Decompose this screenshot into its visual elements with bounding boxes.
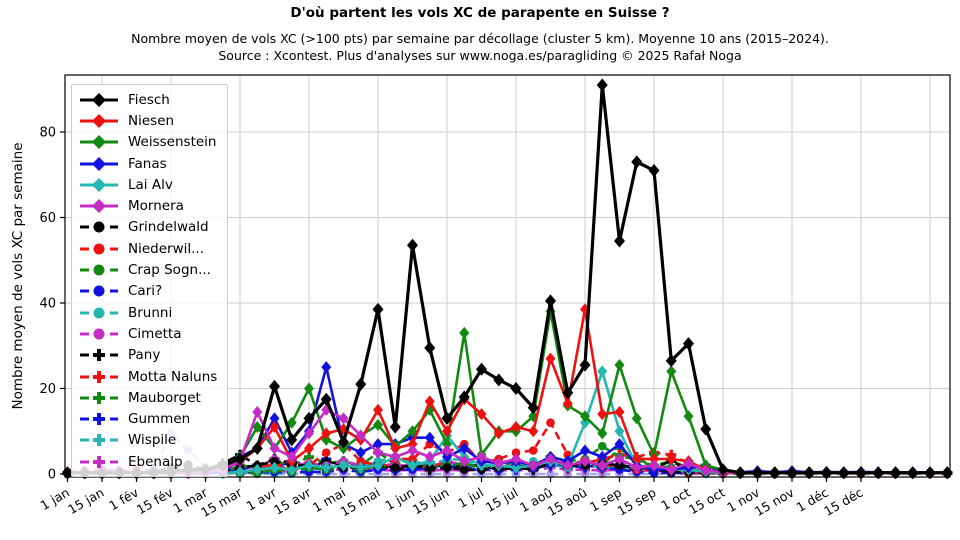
legend-item-mornera: Mornera xyxy=(79,195,217,216)
chart-legend: Fiesch Niesen Weissenstein Fanas Lai Alv Morn… xyxy=(71,84,229,478)
svg-text:15 avr: 15 avr xyxy=(271,484,314,517)
legend-item-motta-naluns: Motta Naluns xyxy=(79,366,217,387)
legend-label: Mauborget xyxy=(128,389,201,406)
legend-item-niederwil-: Niederwil... xyxy=(79,238,217,259)
legend-marker-circle-icon xyxy=(80,285,118,297)
legend-marker-circle-icon xyxy=(80,328,118,340)
chart-source-credit: Source : Xcontest. Plus d'analyses sur w… xyxy=(218,48,742,63)
svg-text:15 jul: 15 jul xyxy=(483,485,521,515)
svg-text:40: 40 xyxy=(39,297,56,312)
legend-item-brunni: Brunni xyxy=(79,302,217,323)
legend-marker-diamond-icon xyxy=(80,156,118,171)
legend-label: Brunni xyxy=(128,304,173,321)
legend-marker-diamond-icon xyxy=(80,135,118,150)
legend-item-grindelwald: Grindelwald xyxy=(79,217,217,238)
axis-ticks xyxy=(60,131,862,482)
legend-label: Niesen xyxy=(128,112,175,129)
y-axis-label: Nombre moyen de vols XC par semaine xyxy=(10,142,26,409)
legend-marker-diamond-icon xyxy=(80,113,118,128)
legend-label: Mornera xyxy=(128,198,184,215)
legend-item-fanas: Fanas xyxy=(79,153,217,174)
chart-subtitle: Nombre moyen de vols XC (>100 pts) par s… xyxy=(131,31,829,46)
legend-item-crap-sogn-: Crap Sogn... xyxy=(79,259,217,280)
svg-text:15 jan: 15 jan xyxy=(65,485,106,517)
svg-text:15 sep: 15 sep xyxy=(615,485,659,519)
legend-marker-plus-icon xyxy=(80,455,118,468)
legend-item-wispile: Wispile xyxy=(79,430,217,451)
legend-label: Grindelwald xyxy=(128,219,209,236)
legend-marker-diamond-icon xyxy=(80,199,118,214)
legend-marker-plus-icon xyxy=(80,434,118,447)
legend-marker-plus-icon xyxy=(80,349,118,362)
legend-item-pany: Pany xyxy=(79,345,217,366)
svg-text:1 jan: 1 jan xyxy=(38,485,72,513)
y-tick-labels: 0 20 40 60 80 xyxy=(39,126,56,483)
legend-item-weissenstein: Weissenstein xyxy=(79,132,217,153)
legend-label: Niederwil... xyxy=(128,240,204,257)
legend-label: Ebenalp xyxy=(128,453,183,470)
plot-border xyxy=(64,74,951,478)
legend-label: Crap Sogn... xyxy=(128,262,211,279)
svg-text:15 jun: 15 jun xyxy=(410,485,451,518)
legend-marker-circle-icon xyxy=(80,307,118,319)
legend-marker-diamond-icon xyxy=(80,92,118,107)
legend-label: Motta Naluns xyxy=(128,368,218,385)
legend-item-lai-alv: Lai Alv xyxy=(79,174,217,195)
svg-text:15 oct: 15 oct xyxy=(686,485,728,518)
svg-text:80: 80 xyxy=(39,126,56,141)
svg-text:15 déc: 15 déc xyxy=(821,485,865,519)
legend-label: Weissenstein xyxy=(128,134,217,151)
legend-label: Cimetta xyxy=(128,325,182,342)
legend-label: Cari? xyxy=(128,283,163,300)
svg-text:60: 60 xyxy=(39,211,56,226)
legend-item-ebenalp: Ebenalp xyxy=(79,451,217,472)
legend-marker-diamond-icon xyxy=(80,177,118,192)
chart-title: D'où partent les vols XC de parapente en… xyxy=(290,5,670,21)
legend-item-mauborget: Mauborget xyxy=(79,387,217,408)
legend-marker-plus-icon xyxy=(80,370,118,383)
legend-item-cari-: Cari? xyxy=(79,281,217,302)
legend-item-niesen: Niesen xyxy=(79,110,217,131)
svg-text:1 jul: 1 jul xyxy=(455,485,486,511)
legend-marker-plus-icon xyxy=(80,391,118,404)
svg-text:15 nov: 15 nov xyxy=(752,484,797,519)
legend-marker-circle-icon xyxy=(80,264,118,276)
legend-label: Fanas xyxy=(128,155,167,172)
legend-label: Gummen xyxy=(128,411,191,428)
legend-item-fiesch: Fiesch xyxy=(79,89,217,110)
legend-marker-circle-icon xyxy=(80,243,118,255)
svg-text:0: 0 xyxy=(48,468,56,483)
legend-label: Fiesch xyxy=(128,91,170,108)
legend-marker-plus-icon xyxy=(80,413,118,426)
legend-label: Lai Alv xyxy=(128,176,173,193)
legend-label: Pany xyxy=(128,347,161,364)
legend-label: Wispile xyxy=(128,432,177,449)
svg-text:15 fév: 15 fév xyxy=(134,484,176,517)
legend-item-cimetta: Cimetta xyxy=(79,323,217,344)
svg-text:15 mai: 15 mai xyxy=(338,485,383,520)
legend-item-gummen: Gummen xyxy=(79,408,217,429)
svg-text:15 aoû: 15 aoû xyxy=(545,485,590,520)
legend-marker-circle-icon xyxy=(80,221,118,233)
svg-text:20: 20 xyxy=(39,382,56,397)
